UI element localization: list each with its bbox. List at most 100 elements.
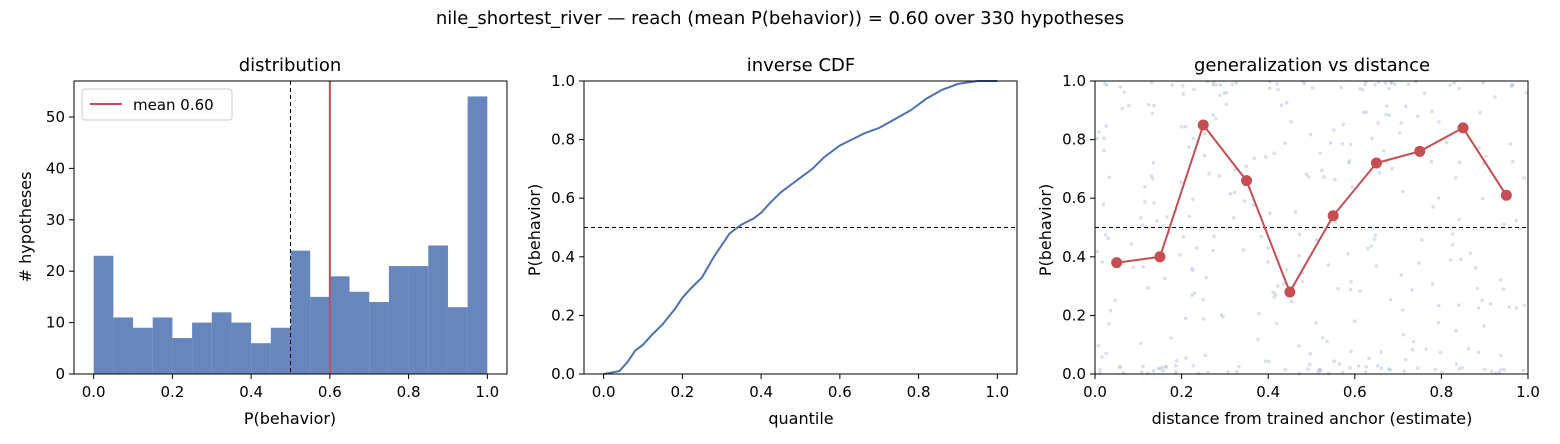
- hypothesis-point: [1297, 344, 1301, 348]
- hypothesis-point: [1478, 111, 1482, 115]
- histogram-bar: [133, 327, 153, 374]
- hypothesis-point: [1202, 131, 1207, 136]
- inverse-cdf-title: inverse CDF: [747, 55, 856, 76]
- hypothesis-point: [1390, 166, 1394, 171]
- hypothesis-point: [1337, 362, 1342, 366]
- hypothesis-point: [1450, 242, 1455, 247]
- hypothesis-point: [1459, 257, 1463, 262]
- hypothesis-point: [1501, 287, 1506, 291]
- hypothesis-point: [1346, 251, 1350, 256]
- hypothesis-point: [1480, 196, 1485, 201]
- hypothesis-point: [1468, 251, 1473, 256]
- hypothesis-point: [1481, 81, 1486, 85]
- hypothesis-point: [1283, 367, 1288, 372]
- hypothesis-point: [1191, 136, 1195, 141]
- hypothesis-point: [1308, 132, 1313, 137]
- histogram-bar: [211, 312, 232, 374]
- inverse-cdf-line: [603, 80, 998, 375]
- inverse-cdf-xtick-label: 0.6: [828, 383, 852, 401]
- hypothesis-point: [1348, 287, 1353, 292]
- generalization-xtick-label: 0.6: [1343, 383, 1367, 401]
- hypothesis-point: [1181, 83, 1185, 88]
- hypothesis-point: [1120, 106, 1124, 111]
- hypothesis-point: [1283, 141, 1287, 145]
- hypothesis-point: [1356, 364, 1361, 368]
- hypothesis-point: [1281, 281, 1286, 286]
- hypothesis-point: [1377, 171, 1382, 175]
- hypothesis-point: [1349, 279, 1353, 284]
- hypothesis-point: [1107, 175, 1112, 180]
- hypothesis-point: [1384, 104, 1389, 108]
- hypothesis-point: [1415, 366, 1420, 371]
- hypothesis-point: [1203, 353, 1208, 358]
- generalization-xtick-label: 0.8: [1429, 383, 1453, 401]
- histogram-bar: [329, 276, 350, 374]
- hypothesis-point: [1473, 266, 1478, 270]
- generalization-ytick-label: 1.0: [1062, 72, 1086, 90]
- histogram-bar: [408, 266, 429, 374]
- hypothesis-point: [1102, 136, 1106, 141]
- binned-mean-point: [1500, 189, 1512, 201]
- inverse-cdf-axes: 0.0 0.2 0.4 0.6 0.8 1.0 0.0 0.2 0.4 0.6 0.8 1.0: [551, 72, 1009, 401]
- hypothesis-point: [1333, 177, 1337, 182]
- hypothesis-point: [1267, 79, 1272, 84]
- distribution-xtick-label: 0.0: [82, 383, 106, 401]
- hypothesis-point: [1191, 197, 1195, 202]
- hypothesis-point: [1146, 286, 1150, 290]
- histogram-bar: [251, 343, 271, 374]
- distribution-xtick-label: 0.4: [239, 383, 263, 401]
- hypothesis-point: [1460, 366, 1465, 370]
- inverse-cdf-panel: inverse CDF 0.0 0.2 0.4 0.6 0.8 1.00.00.20.40…: [525, 55, 1018, 428]
- hypothesis-point: [1339, 85, 1343, 90]
- hypothesis-point: [1350, 185, 1354, 189]
- hypothesis-point: [1422, 91, 1427, 96]
- hypothesis-point: [1251, 203, 1256, 207]
- hypothesis-point: [1230, 82, 1235, 87]
- hypothesis-point: [1477, 145, 1481, 150]
- distribution-xtick-label: 0.8: [397, 383, 421, 401]
- distribution-xtick-label: 1.0: [475, 383, 499, 401]
- hypothesis-point: [1141, 264, 1146, 269]
- hypothesis-point: [1181, 92, 1186, 96]
- hypothesis-point: [1482, 367, 1487, 372]
- hypothesis-point: [1214, 117, 1218, 121]
- inverse-cdf-ytick-label: 0.2: [551, 306, 575, 324]
- hypothesis-point: [1232, 216, 1236, 220]
- hypothesis-point: [1403, 104, 1408, 109]
- hypothesis-point: [1219, 313, 1224, 317]
- hypothesis-point: [1457, 217, 1462, 222]
- hypothesis-point: [1102, 148, 1106, 153]
- distribution-reference-lines: [290, 81, 331, 374]
- hypothesis-point: [1517, 227, 1522, 231]
- hypothesis-point: [1226, 369, 1230, 374]
- hypothesis-point: [1326, 263, 1331, 267]
- hypothesis-point: [1456, 303, 1461, 307]
- hypothesis-point: [1234, 81, 1239, 85]
- distribution-panel: distribution 0.0 0.2 0.4 0.6 0.8 1.0 0 10 20 30 40…: [16, 55, 508, 428]
- hypothesis-point: [1484, 154, 1488, 159]
- histogram-bar: [369, 302, 389, 374]
- hypothesis-point: [1453, 175, 1458, 180]
- hypothesis-point: [1457, 86, 1462, 91]
- hypothesis-point: [1308, 351, 1313, 356]
- hypothesis-point: [1352, 319, 1357, 324]
- binned-mean-point: [1457, 122, 1469, 134]
- hypothesis-point: [1510, 159, 1515, 164]
- hypothesis-point: [1325, 339, 1329, 344]
- hypothesis-point: [1349, 349, 1353, 354]
- hypothesis-point: [1211, 248, 1215, 253]
- hypothesis-point: [1241, 248, 1246, 252]
- hypothesis-point: [1233, 167, 1237, 172]
- hypothesis-point: [1207, 171, 1211, 176]
- distribution-legend: mean 0.60: [81, 88, 233, 121]
- hypothesis-point: [1266, 246, 1271, 250]
- hypothesis-point: [1183, 124, 1188, 129]
- hypothesis-point: [1521, 368, 1526, 373]
- hypothesis-point: [1174, 369, 1178, 374]
- hypothesis-point: [1263, 155, 1268, 159]
- hypothesis-point: [1322, 175, 1326, 179]
- hypothesis-point: [1498, 353, 1503, 358]
- hypothesis-point: [1211, 82, 1215, 87]
- hypothesis-point: [1388, 297, 1393, 302]
- hypothesis-point: [1122, 90, 1127, 94]
